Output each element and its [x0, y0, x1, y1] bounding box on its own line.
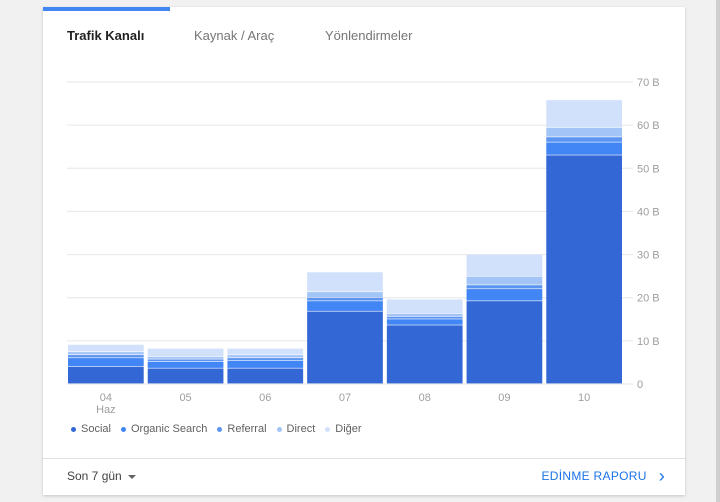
bar-segment-diğer[interactable] — [386, 299, 463, 314]
bar-segment-diğer[interactable] — [466, 254, 543, 276]
y-tick-label: 0 — [637, 379, 643, 391]
bar-segment-organic-search[interactable] — [68, 358, 144, 367]
bar-segment-diğer[interactable] — [546, 100, 622, 128]
report-link-label: EDİNME RAPORU — [541, 469, 647, 483]
x-tick-label: 04 — [100, 392, 112, 404]
x-tick-label: 06 — [259, 392, 271, 404]
date-range-label: Son 7 gün — [67, 469, 122, 483]
y-tick-label: 10 B — [637, 336, 660, 348]
bar-segment-direct[interactable] — [307, 292, 383, 298]
bar-segment-referral[interactable] — [227, 358, 304, 361]
bar-segment-organic-search[interactable] — [386, 319, 463, 325]
bar-segment-social[interactable] — [68, 366, 144, 384]
x-tick-month-label: Haz — [96, 404, 116, 416]
x-tick-label: 09 — [498, 392, 510, 404]
date-range-select[interactable]: Son 7 gün — [67, 469, 136, 483]
bar-segment-organic-search[interactable] — [147, 361, 224, 368]
x-tick-label: 08 — [419, 392, 431, 404]
bar-segment-diğer[interactable] — [227, 348, 304, 355]
legend-dot-icon — [276, 426, 282, 432]
bar-segment-referral[interactable] — [386, 316, 463, 319]
legend-label: Organic Search — [130, 423, 208, 435]
legend-dot-icon — [217, 426, 223, 432]
bar-segment-referral[interactable] — [466, 285, 543, 289]
bar-segment-social[interactable] — [307, 311, 383, 384]
x-tick-label: 07 — [339, 392, 351, 404]
legend-label: Direct — [286, 423, 316, 435]
acquisition-report-link[interactable]: EDİNME RAPORU › — [541, 466, 665, 486]
footer-divider — [43, 458, 685, 459]
legend-item[interactable]: Direct — [276, 423, 316, 435]
bar-segment-direct[interactable] — [147, 356, 224, 359]
tab-referrals[interactable]: Yönlendirmeler — [325, 28, 413, 43]
y-tick-label: 20 B — [637, 293, 660, 305]
chart-legend: Social Organic Search Referral Direct Diğer — [71, 423, 362, 435]
bar-segment-referral[interactable] — [68, 355, 144, 358]
bar-segment-diğer[interactable] — [68, 344, 144, 352]
bar-segment-social[interactable] — [386, 325, 463, 384]
legend-dot-icon — [325, 426, 331, 432]
bar-segment-organic-search[interactable] — [466, 289, 543, 301]
bar-segment-direct[interactable] — [546, 127, 622, 137]
active-tab-indicator — [43, 7, 170, 11]
bar-segment-social[interactable] — [546, 155, 622, 384]
bar-segment-referral[interactable] — [147, 359, 224, 362]
bar-segment-social[interactable] — [147, 368, 224, 384]
x-tick-label: 10 — [578, 392, 590, 404]
bar-segment-diğer[interactable] — [147, 348, 224, 357]
y-tick-label: 40 B — [637, 206, 660, 218]
y-tick-label: 70 B — [637, 77, 660, 89]
window-edge — [716, 0, 720, 502]
caret-down-icon — [127, 474, 136, 479]
legend-item[interactable]: Organic Search — [120, 423, 208, 435]
bar-segment-direct[interactable] — [386, 313, 463, 317]
bar-segment-organic-search[interactable] — [307, 301, 383, 311]
bar-segment-social[interactable] — [466, 301, 543, 384]
legend-dot-icon — [120, 426, 126, 432]
legend-label: Referral — [227, 423, 267, 435]
bar-segment-direct[interactable] — [68, 352, 144, 355]
bar-segment-direct[interactable] — [466, 276, 543, 285]
bar-segment-organic-search[interactable] — [546, 142, 622, 155]
bar-segment-organic-search[interactable] — [227, 360, 304, 368]
tab-traffic-channel[interactable]: Trafik Kanalı — [67, 28, 145, 43]
y-tick-label: 30 B — [637, 250, 660, 262]
y-tick-label: 50 B — [637, 163, 660, 175]
legend-dot-icon — [71, 426, 76, 432]
legend-item[interactable]: Social — [71, 423, 111, 435]
legend-label: Diğer — [335, 423, 362, 435]
bar-segment-social[interactable] — [227, 368, 304, 384]
tab-source-medium[interactable]: Kaynak / Araç — [194, 28, 275, 43]
x-tick-label: 05 — [179, 392, 191, 404]
legend-item[interactable]: Diğer — [325, 423, 362, 435]
y-tick-label: 60 B — [637, 120, 660, 132]
bar-segment-referral[interactable] — [546, 137, 622, 142]
legend-item[interactable]: Referral — [217, 423, 267, 435]
bar-segment-direct[interactable] — [227, 355, 304, 358]
bar-segment-diğer[interactable] — [307, 272, 383, 292]
traffic-card: Trafik Kanalı Kaynak / Araç Yönlendirmel… — [43, 7, 685, 495]
legend-label: Social — [81, 423, 111, 435]
chevron-right-icon: › — [658, 466, 665, 486]
bar-segment-referral[interactable] — [307, 297, 383, 301]
